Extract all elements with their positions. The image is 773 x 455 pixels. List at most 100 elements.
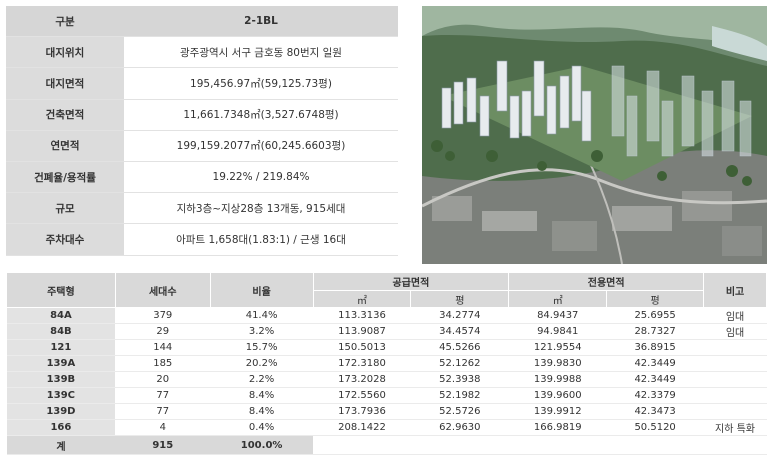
- summary-header-key: 구분: [6, 6, 124, 38]
- total-ratio: 100.0%: [210, 435, 314, 455]
- unit-row: 84A 379 41.4% 113.3136 34.2774 84.9437 25.6955…: [6, 307, 767, 324]
- unit-row: 166 4 0.4% 208.1422 62.9630 166.9819 50.5120 지하…: [6, 419, 767, 436]
- unit-type-cell: 84A: [6, 307, 116, 324]
- exclusive-pyeong-cell: 42.3473: [606, 403, 704, 420]
- supply-sqm-cell: 172.3180: [313, 355, 411, 372]
- supply-pyeong-cell: 52.3938: [410, 371, 509, 388]
- col-header-note: 비고: [703, 272, 767, 308]
- total-label: 계: [6, 435, 116, 455]
- unit-type-cell: 139B: [6, 371, 116, 388]
- summary-value: 195,456.97㎡(59,125.73평): [124, 67, 398, 100]
- unit-total-row: 계 915 100.0%: [6, 435, 767, 455]
- col-header-exclusive-sqm: ㎡: [508, 290, 608, 308]
- supply-pyeong-cell: 34.4574: [410, 323, 509, 340]
- col-header-supply-pyeong: 평: [410, 290, 510, 308]
- unit-row: 121 144 15.7% 150.5013 45.5266 121.9554 36.891…: [6, 339, 767, 356]
- summary-row: 대지면적 195,456.97㎡(59,125.73평): [6, 67, 398, 100]
- ratio-cell: 2.2%: [210, 371, 314, 388]
- summary-header-row: 구분 2-1BL: [6, 6, 398, 38]
- total-blank: [313, 435, 411, 455]
- supply-pyeong-cell: 52.1262: [410, 355, 509, 372]
- col-header-ratio: 비율: [209, 272, 314, 308]
- col-header-supply-area: 공급면적: [312, 272, 510, 291]
- supply-pyeong-cell: 34.2774: [410, 307, 509, 324]
- exclusive-pyeong-cell: 50.5120: [606, 419, 704, 436]
- exclusive-pyeong-cell: 25.6955: [606, 307, 704, 324]
- summary-value: 아파트 1,658대(1.83:1) / 근생 16대: [124, 223, 398, 256]
- summary-key: 건축면적: [6, 99, 124, 131]
- supply-sqm-cell: 208.1422: [313, 419, 411, 436]
- supply-pyeong-cell: 62.9630: [410, 419, 509, 436]
- summary-value: 19.22% / 219.84%: [124, 161, 398, 194]
- summary-key: 주차대수: [6, 223, 124, 256]
- summary-row: 연면적 199,159.2077㎡(60,245.6603평): [6, 130, 398, 162]
- col-header-type: 주택형: [6, 272, 116, 308]
- col-header-supply-sqm: ㎡: [312, 290, 412, 308]
- col-header-exclusive-pyeong: 평: [606, 290, 705, 308]
- exclusive-pyeong-cell: 28.7327: [606, 323, 704, 340]
- note-cell: [703, 403, 767, 420]
- exclusive-pyeong-cell: 42.3449: [606, 355, 704, 372]
- supply-sqm-cell: 150.5013: [313, 339, 411, 356]
- summary-row: 대지위치 광주광역시 서구 금호동 80번지 일원: [6, 36, 398, 69]
- exclusive-pyeong-cell: 36.8915: [606, 339, 704, 356]
- households-cell: 77: [115, 387, 211, 404]
- summary-row: 규모 지하3층~지상28층 13개동, 915세대: [6, 192, 398, 225]
- ratio-cell: 8.4%: [210, 403, 314, 420]
- unit-type-cell: 121: [6, 339, 116, 356]
- col-header-households: 세대수: [114, 272, 211, 308]
- unit-header-row: 주택형 세대수 비율 공급면적 전용면적 비고: [6, 272, 767, 308]
- households-cell: 379: [115, 307, 211, 324]
- summary-value: 11,661.7348㎡(3,527.6748평): [124, 99, 398, 131]
- ratio-cell: 41.4%: [210, 307, 314, 324]
- unit-row: 139B 20 2.2% 173.2028 52.3938 139.9988 42.3449: [6, 371, 767, 388]
- summary-row: 건축면적 11,661.7348㎡(3,527.6748평): [6, 99, 398, 131]
- unit-row: 139D 77 8.4% 173.7936 52.5726 139.9912 42.3473: [6, 403, 767, 420]
- summary-value: 지하3층~지상28층 13개동, 915세대: [124, 192, 398, 225]
- summary-row: 주차대수 아파트 1,658대(1.83:1) / 근생 16대: [6, 223, 398, 256]
- exclusive-sqm-cell: 121.9554: [508, 339, 607, 356]
- supply-sqm-cell: 172.5560: [313, 387, 411, 404]
- ratio-cell: 20.2%: [210, 355, 314, 372]
- total-blank: [703, 435, 767, 455]
- unit-row: 139C 77 8.4% 172.5560 52.1982 139.9600 42.3379: [6, 387, 767, 404]
- exclusive-pyeong-cell: 42.3449: [606, 371, 704, 388]
- unit-type-table: 주택형 세대수 비율 공급면적 전용면적 비고 ㎡ 평 ㎡ 평 84A 379 41…: [6, 272, 767, 455]
- summary-header-value: 2-1BL: [124, 6, 398, 38]
- ratio-cell: 3.2%: [210, 323, 314, 340]
- exclusive-sqm-cell: 139.9988: [508, 371, 607, 388]
- supply-sqm-cell: 173.7936: [313, 403, 411, 420]
- ratio-cell: 0.4%: [210, 419, 314, 436]
- col-header-exclusive-area: 전용면적: [508, 272, 705, 291]
- total-blank: [508, 435, 607, 455]
- unit-type-cell: 139C: [6, 387, 116, 404]
- supply-sqm-cell: 173.2028: [313, 371, 411, 388]
- supply-pyeong-cell: 52.5726: [410, 403, 509, 420]
- exclusive-pyeong-cell: 42.3379: [606, 387, 704, 404]
- households-cell: 77: [115, 403, 211, 420]
- households-cell: 185: [115, 355, 211, 372]
- total-households: 915: [115, 435, 211, 455]
- summary-value: 광주광역시 서구 금호동 80번지 일원: [124, 36, 398, 69]
- unit-subheader-row: ㎡ 평 ㎡ 평: [7, 290, 767, 308]
- unit-rows: 84A 379 41.4% 113.3136 34.2774 84.9437 25.6955…: [6, 307, 767, 436]
- households-cell: 29: [115, 323, 211, 340]
- supply-pyeong-cell: 52.1982: [410, 387, 509, 404]
- note-cell: [703, 339, 767, 356]
- summary-value: 199,159.2077㎡(60,245.6603평): [124, 130, 398, 162]
- households-cell: 4: [115, 419, 211, 436]
- site-summary-table: 구분 2-1BL 대지위치 광주광역시 서구 금호동 80번지 일원 대지면적 …: [6, 6, 398, 256]
- unit-row: 84B 29 3.2% 113.9087 34.4574 94.9841 28.7327 임대: [6, 323, 767, 340]
- supply-pyeong-cell: 45.5266: [410, 339, 509, 356]
- exclusive-sqm-cell: 139.9830: [508, 355, 607, 372]
- summary-key: 건폐율/용적률: [6, 161, 124, 194]
- note-cell: [703, 371, 767, 388]
- supply-sqm-cell: 113.3136: [313, 307, 411, 324]
- unit-type-cell: 139D: [6, 403, 116, 420]
- aerial-rendering-image: [422, 6, 767, 264]
- summary-row: 건폐율/용적률 19.22% / 219.84%: [6, 161, 398, 194]
- unit-row: 139A 185 20.2% 172.3180 52.1262 139.9830 42.34…: [6, 355, 767, 372]
- total-blank: [606, 435, 704, 455]
- exclusive-sqm-cell: 94.9841: [508, 323, 607, 340]
- ratio-cell: 8.4%: [210, 387, 314, 404]
